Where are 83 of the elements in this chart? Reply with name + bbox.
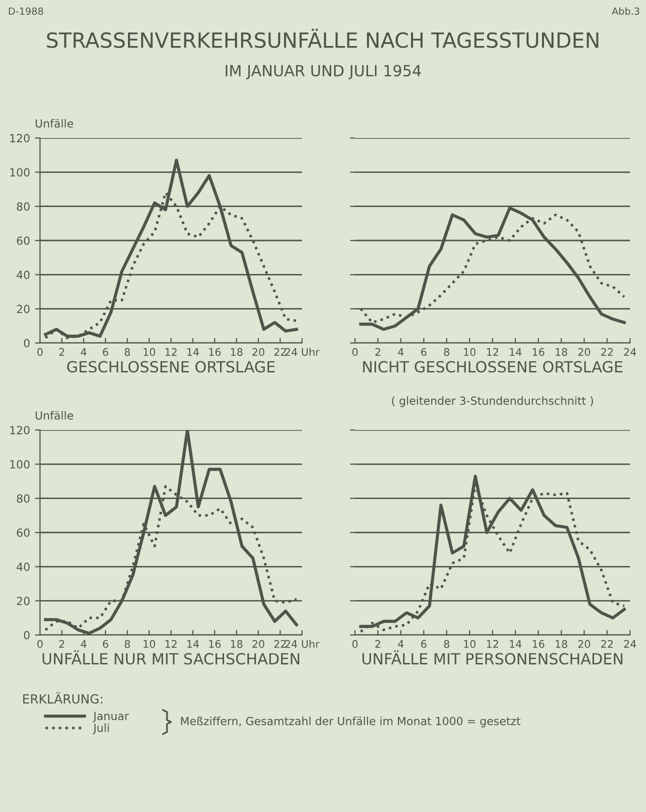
text: D-1988 <box>8 7 44 15</box>
y-tick-label: 100 <box>10 168 30 177</box>
y-tick-label: 120 <box>10 134 30 142</box>
x-tick-label: 10 <box>144 640 156 648</box>
y-axis-title: Unfälle <box>36 411 74 420</box>
text: Meßziffern, Gesamtzahl der Unfälle im Monat 1000 = gesetzt <box>181 716 520 728</box>
x-tick-label: 4 <box>80 348 86 356</box>
x-tick-label: 20 <box>578 348 590 356</box>
x-tick-label: 22 <box>601 348 613 356</box>
x-tick-label: 10 <box>464 640 476 648</box>
y-tick-label: 0 <box>24 630 30 640</box>
x-tick-label: 16 <box>532 348 544 356</box>
x-tick-label: 14 <box>187 348 199 356</box>
x-tick-label: 12 <box>487 348 498 356</box>
x-tick-label: 14 <box>187 640 199 648</box>
y-tick-label: 100 <box>10 460 30 469</box>
y-tick-label: 40 <box>16 270 30 280</box>
y-tick-label: 120 <box>10 426 30 434</box>
x-tick-label: 2 <box>59 348 64 356</box>
x-tick-label: 8 <box>444 348 450 356</box>
x-tick-label: 18 <box>556 640 568 648</box>
x-axis-title: UNFÄLLE NUR MIT SACHSCHADEN <box>42 650 300 665</box>
x-tick-label: 2 <box>375 348 380 356</box>
x-tick-label: 24 <box>624 348 636 356</box>
x-tick-label: 0 <box>37 348 43 356</box>
x-tick-label: 10 <box>464 348 476 356</box>
x-tick-label: 20 <box>252 640 264 648</box>
text: ( gleitender 3-Stundendurchschnitt ) <box>392 396 593 408</box>
y-tick-label: 40 <box>16 562 30 572</box>
x-tick-label: 4 <box>80 640 86 648</box>
x-tick-label: 0 <box>37 640 43 648</box>
x-tick-label: 12 <box>487 640 498 648</box>
x-tick-label: 6 <box>102 640 108 648</box>
x-tick-label: 22 <box>601 640 613 648</box>
x-tick-label: 0 <box>352 348 358 356</box>
x-tick-label: 18 <box>231 640 242 648</box>
x-tick-label: 10 <box>144 348 156 356</box>
x-tick-label: 6 <box>102 348 108 356</box>
y-tick-label: 0 <box>24 338 30 348</box>
legend-label: Januar <box>92 712 129 722</box>
y-tick-label: 60 <box>16 236 30 245</box>
x-tick-label: 20 <box>252 348 264 356</box>
x-tick-label: 0 <box>352 640 358 648</box>
x-tick-label: 20 <box>578 640 590 648</box>
line-series <box>44 158 298 338</box>
x-tick-label: 8 <box>124 640 130 648</box>
x-tick-label: 16 <box>532 640 544 648</box>
x-tick-label: 4 <box>398 348 404 356</box>
x-tick-label: 6 <box>421 348 426 356</box>
x-tick-label: 16 <box>209 640 221 648</box>
x-tick-label: 24 <box>624 640 636 648</box>
x-tick-label: 24 Uhr <box>285 348 320 356</box>
x-axis-title: UNFÄLLE MIT PERSONENSCHADEN <box>362 650 622 665</box>
x-tick-label: 18 <box>231 348 242 356</box>
y-tick-label: 20 <box>16 304 30 314</box>
y-tick-label: 60 <box>16 528 30 537</box>
x-tick-label: 14 <box>510 348 522 356</box>
y-axis-title: Unfälle <box>36 119 74 128</box>
legend-label: Juli <box>92 723 109 734</box>
x-tick-label: 12 <box>166 348 177 356</box>
line-series <box>44 430 298 635</box>
text: ERKLÄRUNG: <box>23 692 102 704</box>
x-tick-label: 6 <box>421 640 426 648</box>
x-tick-label: 22 <box>274 348 286 356</box>
chart-subtitle: IM JANUAR UND JULI 1954 <box>226 64 421 80</box>
y-tick-label: 80 <box>16 202 30 211</box>
x-tick-label: 2 <box>375 640 380 648</box>
x-tick-label: 8 <box>444 640 450 648</box>
y-tick-label: 20 <box>16 596 30 606</box>
x-axis-title: GESCHLOSSENE ORTSLAGE <box>67 360 275 373</box>
x-tick-label: 22 <box>274 640 286 648</box>
x-tick-label: 18 <box>556 348 568 356</box>
x-tick-label: 14 <box>510 640 522 648</box>
x-tick-label: 24 Uhr <box>285 640 320 648</box>
x-tick-label: 4 <box>398 640 404 648</box>
x-tick-label: 2 <box>59 640 64 648</box>
y-tick-label: 80 <box>16 494 30 503</box>
x-tick-label: 8 <box>124 348 130 356</box>
x-tick-label: 16 <box>209 348 221 356</box>
x-axis-title: NICHT GESCHLOSSENE ORTSLAGE <box>363 360 622 373</box>
caption: Abb.3 <box>612 7 640 15</box>
chart-title: STRASSENVERKEHRSUNFÄLLE NACH TAGESSTUNDEN <box>47 28 598 48</box>
x-tick-label: 12 <box>166 640 177 648</box>
